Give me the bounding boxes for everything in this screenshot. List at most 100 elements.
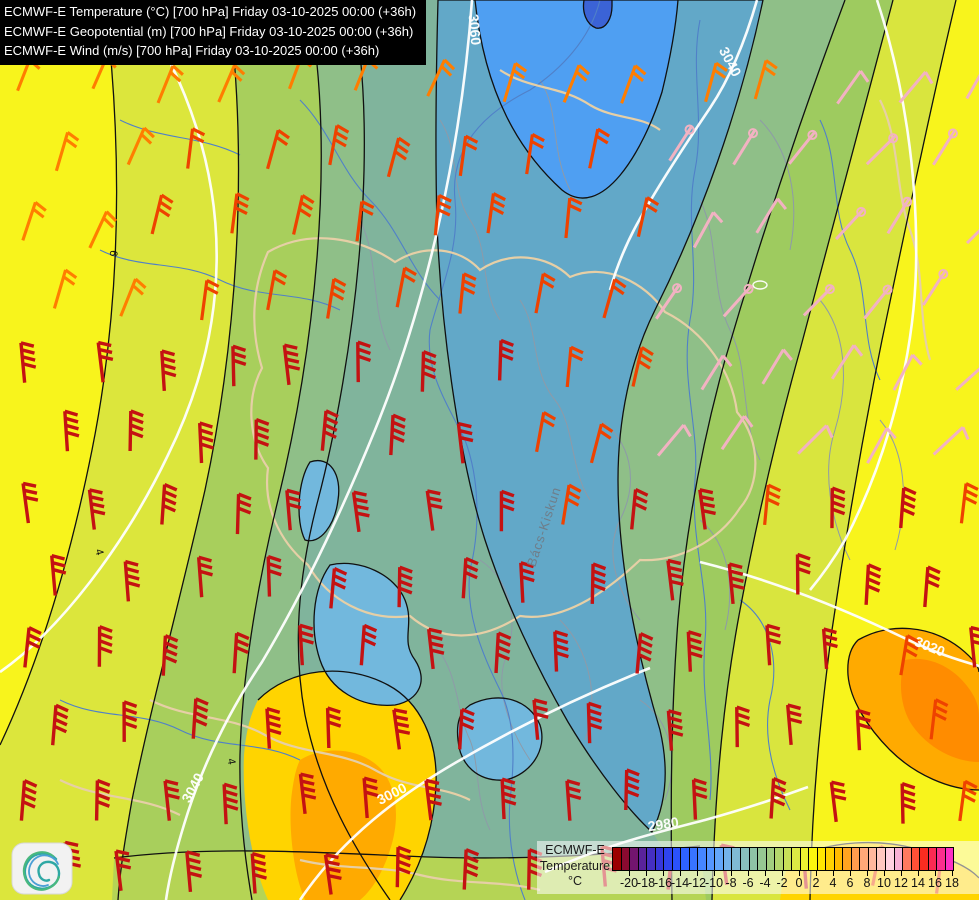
wind-barb xyxy=(630,488,649,530)
wind-barb xyxy=(160,349,177,391)
wind-barb xyxy=(500,777,517,820)
wind-barb xyxy=(864,563,882,605)
wind-barb xyxy=(636,196,660,238)
colorbar-cell xyxy=(834,848,844,870)
wind-barb xyxy=(899,486,917,529)
legend-tick xyxy=(697,870,698,876)
legend-title-model: ECMWF-E xyxy=(545,843,605,857)
wind-barb xyxy=(50,553,67,596)
wind-barb xyxy=(163,779,180,821)
legend-tick xyxy=(782,870,783,876)
wind-barb xyxy=(795,552,811,595)
wind-barb xyxy=(222,782,239,825)
wind-barb xyxy=(389,413,406,456)
wind-barb xyxy=(863,284,893,320)
legend-tick xyxy=(680,870,681,876)
colorbar-cell xyxy=(928,848,938,870)
legend-tick xyxy=(850,870,851,876)
wind-barb xyxy=(666,709,684,751)
header-line-geopotential: ECMWF-E Geopotential (m) [700 hPa] Frida… xyxy=(4,23,414,39)
wind-barb xyxy=(564,196,583,239)
wind-barb xyxy=(21,201,47,241)
wind-barb xyxy=(765,623,782,666)
wind-barb xyxy=(755,197,788,234)
colorbar-cell xyxy=(749,848,759,870)
colorbar-cell xyxy=(903,848,912,870)
colorbar-cell xyxy=(647,848,656,870)
legend-tick xyxy=(867,870,868,876)
wind-barb xyxy=(395,266,417,308)
legend-tick xyxy=(663,870,664,876)
legend-tick-label: 10 xyxy=(877,876,891,890)
wind-barb xyxy=(94,778,111,821)
colorbar-cell xyxy=(681,848,690,870)
legend-tick-label: 8 xyxy=(863,876,871,890)
wind-barb xyxy=(266,128,290,170)
wind-barb xyxy=(122,700,138,742)
temperature-legend: ECMWF-E Temperature °C -20 -18 -16 -14 -12 -1… xyxy=(537,841,979,894)
wind-barb xyxy=(635,632,654,674)
wind-barb xyxy=(519,561,535,603)
colorbar-cell xyxy=(655,848,665,870)
wind-barb xyxy=(700,354,733,391)
wind-barb xyxy=(160,483,178,525)
wind-barb xyxy=(50,703,69,746)
colorbar-cell xyxy=(638,848,648,870)
wind-barb xyxy=(532,698,549,740)
legend-tick xyxy=(833,870,834,876)
wind-barb xyxy=(119,277,147,317)
colorbar-cell xyxy=(758,848,767,870)
wind-barb xyxy=(52,268,78,309)
colorbar-cell xyxy=(630,848,639,870)
wind-barb xyxy=(898,70,934,104)
colorbar-cell xyxy=(868,848,878,870)
wind-barb xyxy=(959,482,979,524)
wind-barb xyxy=(527,848,543,890)
wind-barb xyxy=(955,360,979,391)
wind-barb xyxy=(565,779,582,821)
legend-tick-label: 12 xyxy=(894,876,908,890)
wind-barb xyxy=(969,625,979,668)
wind-barb xyxy=(829,780,847,823)
wind-barb xyxy=(691,778,708,820)
wind-barb xyxy=(196,555,213,598)
wind-barb xyxy=(266,269,288,311)
wind-barb xyxy=(698,488,716,530)
colorbar-cell xyxy=(886,848,895,870)
wind-barb xyxy=(534,272,556,314)
legend-tick xyxy=(952,870,953,876)
wind-barb xyxy=(929,698,949,740)
wind-barb xyxy=(328,124,350,166)
colorbar-cell xyxy=(775,848,784,870)
wind-barb xyxy=(427,627,445,670)
wind-barb xyxy=(392,708,411,750)
wind-barb xyxy=(562,64,591,103)
wind-barbs-layer xyxy=(16,50,979,895)
legend-tick-label: -20 xyxy=(619,876,639,890)
wind-barb xyxy=(54,131,80,172)
legend-tick xyxy=(748,870,749,876)
colorbar-cell xyxy=(783,848,793,870)
site-logo[interactable] xyxy=(11,842,73,895)
colorbar-cell xyxy=(937,848,946,870)
colorbar-cell xyxy=(851,848,861,870)
colorbar-cell xyxy=(843,848,852,870)
wind-barb xyxy=(499,489,515,532)
legend-tick-label: 4 xyxy=(829,876,837,890)
wind-barb xyxy=(494,631,512,674)
wind-barb xyxy=(355,200,375,242)
legend-title: ECMWF-E Temperature °C xyxy=(539,843,611,890)
legend-tick xyxy=(935,870,936,876)
wind-barb xyxy=(565,345,584,388)
colorbar-cell xyxy=(809,848,818,870)
colorbar-cell xyxy=(740,848,750,870)
header-line-temperature: ECMWF-E Temperature (°C) [700 hPa] Frida… xyxy=(4,4,417,19)
wind-barb xyxy=(298,623,314,666)
wind-barb xyxy=(821,627,838,670)
wind-barb xyxy=(424,778,442,821)
legend-tick xyxy=(884,870,885,876)
legend-tick xyxy=(629,870,630,876)
wind-barb xyxy=(830,344,864,380)
